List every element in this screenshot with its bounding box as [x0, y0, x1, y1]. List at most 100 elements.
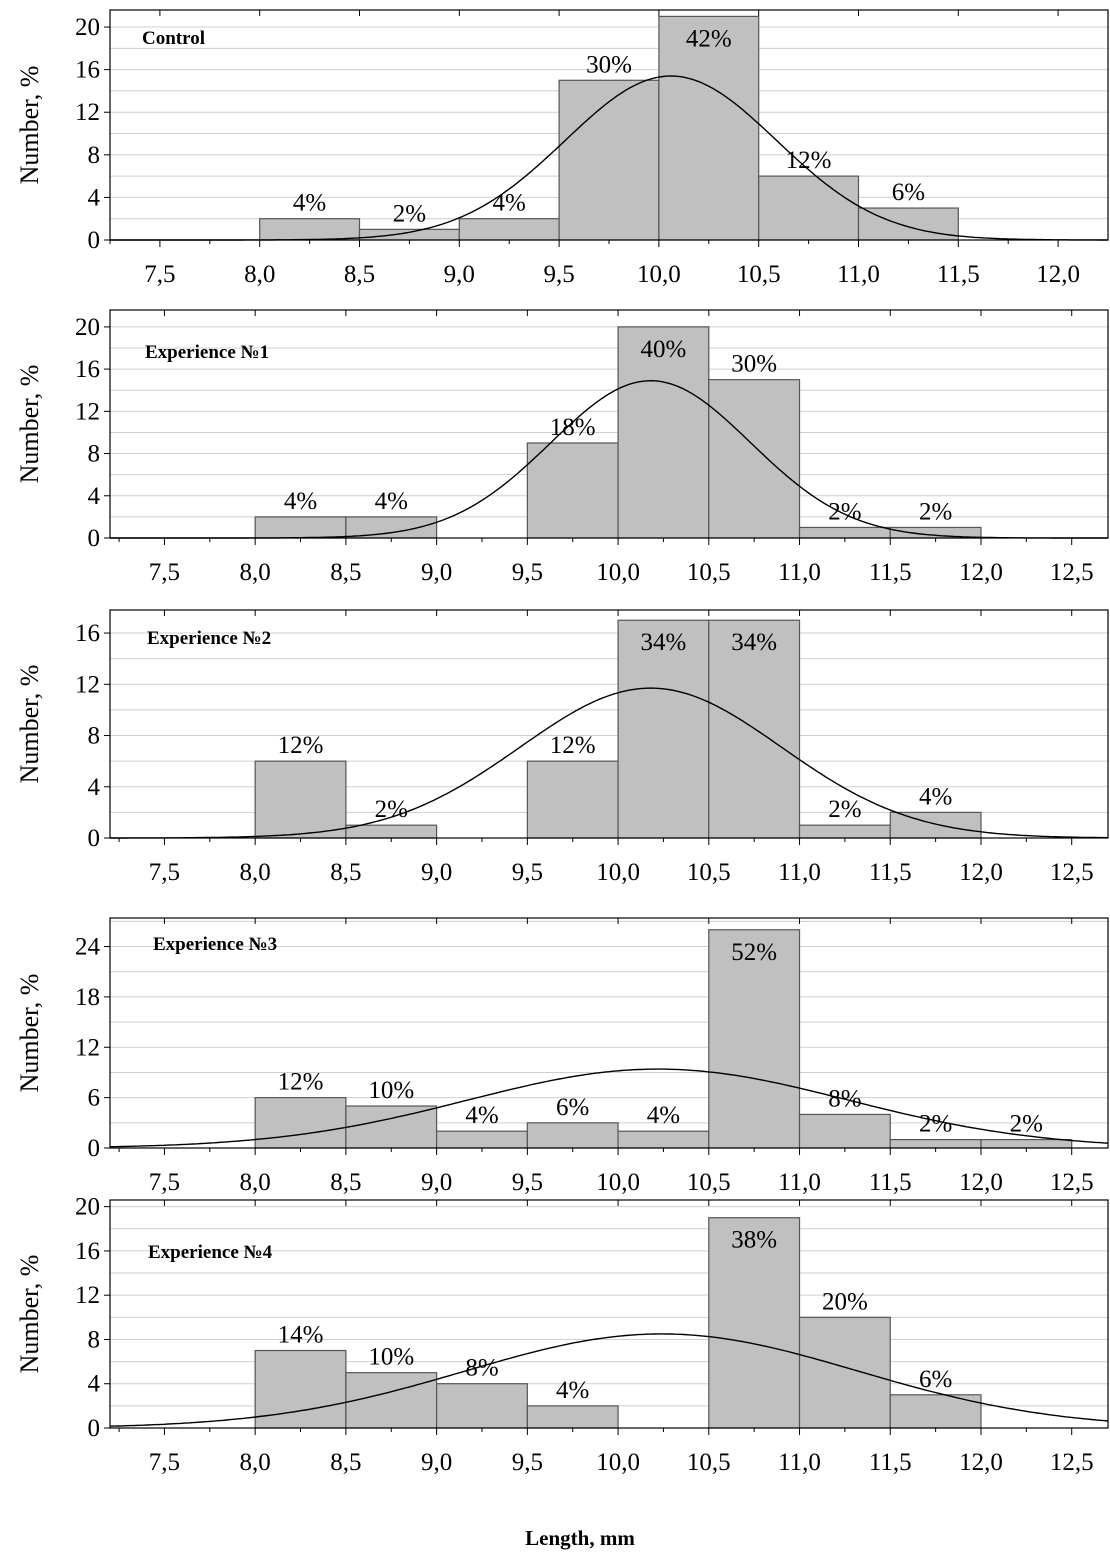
histogram-bar [889, 1139, 982, 1149]
x-tick-label: 11,0 [778, 1449, 821, 1476]
y-tick-label: 24 [75, 934, 101, 961]
panel-title: Experience №2 [147, 628, 271, 649]
bar-value-label: 4% [647, 1102, 680, 1129]
y-tick-label: 12 [75, 398, 100, 425]
histogram-bar [617, 1130, 710, 1149]
y-axis-label: Number, % [15, 665, 44, 784]
x-tick-label: 11,0 [837, 261, 880, 288]
bar-value-label: 10% [368, 1344, 414, 1371]
x-tick-label: 9,5 [543, 261, 574, 288]
plot-frame [109, 609, 1109, 839]
bar-value-label: 6% [892, 179, 925, 206]
chart-panel: 0 4 8 12 16 20 7,5 8,0 8,5 9,0 9,5 10,0 10,5 11,0 11,5… [15, 1194, 1109, 1476]
x-tick-label: 9,5 [512, 559, 543, 586]
histogram-bar [345, 824, 438, 839]
bar-value-label: 38% [731, 1227, 777, 1254]
y-tick-label: 4 [88, 774, 101, 801]
y-tick-label: 16 [75, 1238, 100, 1265]
bar-value-label: 34% [731, 629, 777, 656]
panel-title: Experience №1 [145, 342, 269, 363]
y-axis-label: Number, % [15, 974, 44, 1093]
bar-value-label: 52% [731, 939, 777, 966]
bar-value-label: 8% [465, 1355, 498, 1382]
y-tick-label: 4 [88, 483, 101, 510]
bar-value-label: 6% [919, 1366, 952, 1393]
x-tick-label: 10,5 [687, 859, 731, 886]
bar-value-label: 34% [641, 629, 687, 656]
x-tick-label: 10,0 [637, 261, 681, 288]
panel-title: Control [142, 28, 205, 49]
histogram-bar [889, 811, 982, 839]
histogram-bar [526, 1405, 619, 1429]
plot-frame [109, 917, 1109, 1149]
bar-value-label: 8% [828, 1085, 861, 1112]
x-tick-label: 8,5 [330, 859, 361, 886]
x-tick-label: 11,5 [869, 1169, 912, 1196]
x-axis-label: Length, mm [525, 1526, 635, 1550]
x-tick-label: 12,5 [1050, 1169, 1094, 1196]
x-tick-label: 11,0 [778, 859, 821, 886]
histogram-bar [980, 1139, 1073, 1149]
panel-title: Experience №4 [148, 1242, 273, 1263]
x-tick-label: 11,0 [778, 1169, 821, 1196]
bar-value-label: 30% [731, 351, 777, 378]
bar-value-label: 20% [822, 1288, 868, 1315]
histogram-bar [617, 619, 710, 839]
y-tick-label: 4 [88, 184, 101, 211]
bar-value-label: 4% [556, 1377, 589, 1404]
y-tick-label: 12 [75, 1034, 100, 1061]
bar-value-label: 2% [919, 498, 952, 525]
x-tick-label: 8,5 [330, 1169, 361, 1196]
x-tick-label: 7,5 [149, 859, 180, 886]
x-tick-label: 11,5 [869, 859, 912, 886]
y-tick-label: 8 [88, 441, 101, 468]
x-tick-label: 8,0 [240, 1449, 271, 1476]
x-tick-label: 10,5 [687, 559, 731, 586]
bar-value-label: 40% [641, 336, 687, 363]
histogram-bar [857, 207, 959, 241]
x-tick-label: 12,0 [959, 1169, 1003, 1196]
y-tick-label: 0 [88, 1135, 101, 1162]
bar-value-label: 12% [550, 732, 596, 759]
histogram-bar [254, 516, 347, 539]
y-tick-label: 8 [88, 1326, 101, 1353]
bar-value-label: 2% [1010, 1111, 1043, 1138]
bar-value-label: 2% [828, 796, 861, 823]
histogram-bar [358, 228, 460, 241]
x-tick-label: 8,5 [330, 1449, 361, 1476]
histogram-bar [798, 1316, 891, 1429]
bar-value-label: 4% [919, 783, 952, 810]
y-tick-label: 20 [75, 14, 100, 41]
y-axis-label: Number, % [15, 66, 44, 185]
bar-value-label: 2% [828, 498, 861, 525]
bar-value-label: 4% [493, 190, 526, 217]
x-tick-label: 7,5 [149, 1169, 180, 1196]
histogram-bar [345, 1372, 438, 1429]
y-tick-label: 20 [75, 314, 100, 341]
histogram-bar [708, 929, 801, 1149]
bar-value-label: 10% [368, 1077, 414, 1104]
panel-title: Experience №3 [153, 934, 277, 955]
plot-frame [109, 309, 1109, 539]
histogram-bar [259, 218, 361, 241]
histogram-bar [526, 1122, 619, 1149]
bar-value-label: 12% [278, 732, 324, 759]
x-tick-label: 9,0 [421, 1169, 452, 1196]
y-tick-label: 0 [88, 1415, 101, 1442]
x-tick-label: 12,0 [1036, 261, 1080, 288]
x-tick-label: 12,0 [959, 1449, 1003, 1476]
y-tick-label: 16 [75, 57, 100, 84]
y-tick-label: 4 [88, 1371, 101, 1398]
bar-value-label: 2% [375, 796, 408, 823]
x-tick-label: 8,0 [244, 261, 275, 288]
x-tick-label: 8,5 [330, 559, 361, 586]
x-tick-label: 11,5 [937, 261, 980, 288]
x-tick-label: 9,0 [444, 261, 475, 288]
x-tick-label: 12,5 [1050, 859, 1094, 886]
histogram-bar [436, 1383, 528, 1429]
x-tick-label: 10,5 [687, 1169, 731, 1196]
x-tick-label: 9,0 [421, 859, 452, 886]
bar-value-label: 18% [550, 414, 596, 441]
x-tick-label: 10,0 [596, 559, 640, 586]
